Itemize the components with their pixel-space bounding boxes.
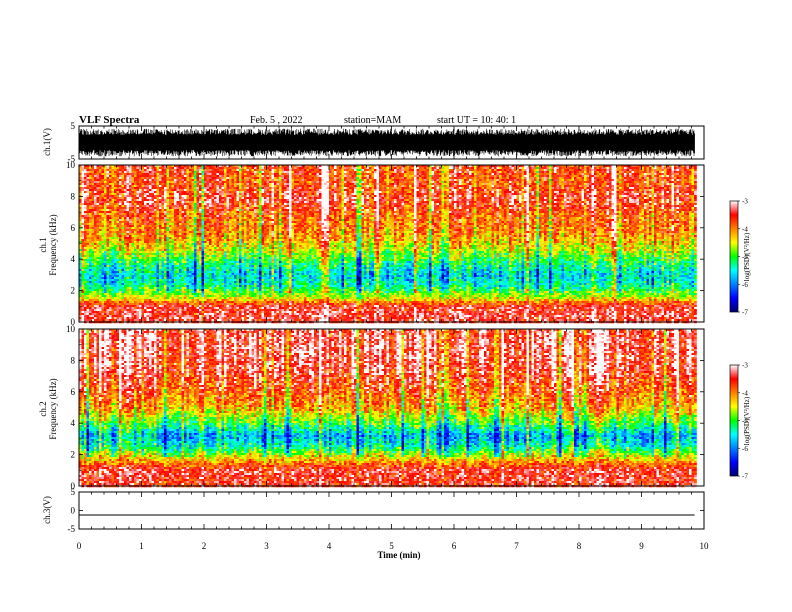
x-tick-label: 1 [139,541,144,551]
ch2-channel-label: ch.2 [38,401,48,416]
colorbar-1 [730,201,738,312]
chart-title: VLF Spectra [79,114,140,126]
colorbar-tick-label: -3 [742,362,748,370]
ch1-channel-label: ch.1 [38,237,48,252]
x-tick-label: 0 [77,541,82,551]
colorbar-2 [730,365,738,476]
date-label: Feb. 5 , 2022 [250,115,303,126]
panel-1-y-tick-label: 2 [71,286,76,296]
panel-0-y-tick-label: 5 [71,121,76,131]
colorbar-tick-label: -4 [742,225,748,233]
panel-2-y-tick-label: 8 [71,355,76,365]
ch3-waveform-ylabel: ch.3(V) [42,496,52,524]
ch1-waveform-trace [79,129,695,157]
x-axis-title: Time (min) [377,550,420,560]
colorbar-tick-label: -7 [742,309,748,317]
ch2-spectrogram-image [79,329,697,487]
x-tick-label: 9 [639,541,644,551]
ch1-waveform-ylabel: ch.1(V) [42,128,52,156]
colorbar-tick-label: -7 [742,473,748,481]
x-tick-label: 7 [514,541,519,551]
x-tick-label: 2 [202,541,207,551]
colorbar-2-label: log(PSD)(V²/Hz) [743,396,751,445]
panel-2-y-tick-label: 4 [71,418,76,428]
colorbar-tick-label: -4 [742,389,748,397]
colorbar-tick-label: -3 [742,198,748,206]
colorbar-1-label: log(PSD)(V²/Hz) [743,232,751,281]
panel-3-frame [79,492,704,529]
panel-2-y-tick-label: 6 [71,387,76,397]
panel-3-y-tick-label: -5 [68,524,76,534]
x-tick-label: 10 [700,541,710,551]
panel-1-y-tick-label: 6 [71,223,76,233]
panel-1-y-tick-label: 4 [71,254,76,264]
ch1-spectrogram-image [79,165,697,323]
x-tick-label: 3 [264,541,269,551]
panel-2-y-tick-label: 10 [66,324,76,334]
ch1-frequency-ylabel: Frequency (kHz) [48,214,58,275]
panel-3-y-tick-label: 0 [71,506,76,516]
ch2-frequency-ylabel: Frequency (kHz) [48,378,58,439]
x-tick-label: 6 [452,541,457,551]
panel-1-y-tick-label: 10 [66,160,76,170]
panel-2-y-tick-label: 2 [71,450,76,460]
x-tick-label: 4 [327,541,332,551]
panel-1-y-tick-label: 8 [71,191,76,201]
x-tick-label: 8 [577,541,582,551]
start-time-label: start UT = 10: 40: 1 [437,115,516,126]
station-label: station=MAM [344,115,401,126]
panel-3-y-tick-label: 5 [71,487,76,497]
